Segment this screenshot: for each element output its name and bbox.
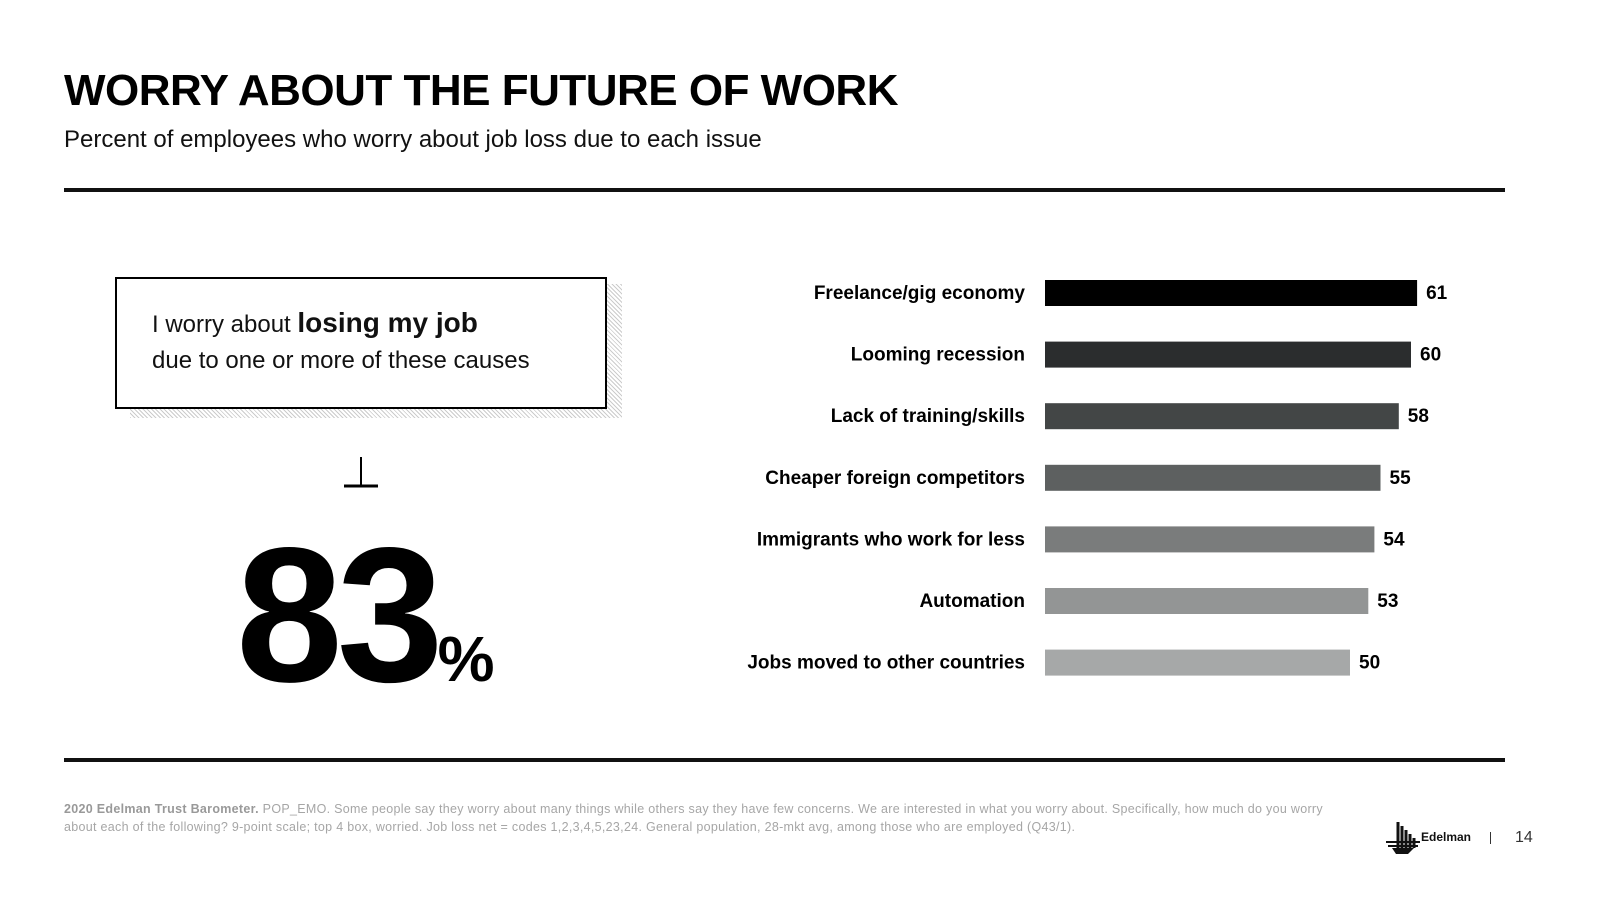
callout-prefix: I worry about [152, 311, 298, 338]
connector-icon [344, 457, 378, 488]
value-label: 54 [1383, 529, 1405, 550]
value-label: 53 [1377, 591, 1398, 612]
value-label: 50 [1359, 653, 1380, 674]
big-stat-unit: % [437, 623, 495, 695]
value-label: 61 [1426, 283, 1448, 304]
page-title: WORRY ABOUT THE FUTURE OF WORK [64, 66, 898, 115]
footer-separator [1490, 832, 1491, 844]
bar [1045, 649, 1350, 676]
callout-text: I worry about losing my job due to one or… [152, 305, 530, 379]
category-label: Jobs moved to other countries [747, 653, 1025, 674]
category-label: Cheaper foreign competitors [765, 468, 1025, 489]
value-label: 55 [1390, 468, 1412, 489]
bar [1045, 588, 1369, 614]
bar [1045, 280, 1418, 306]
big-stat: 83% [236, 515, 494, 759]
bar [1045, 341, 1411, 368]
top-divider [64, 188, 1505, 192]
page-number: 14 [1515, 829, 1533, 846]
big-stat-value: 83 [236, 507, 444, 722]
value-label: 58 [1408, 406, 1429, 427]
footnote: 2020 Edelman Trust Barometer. POP_EMO. S… [64, 800, 1334, 836]
bar [1045, 403, 1399, 430]
bottom-divider [64, 758, 1505, 762]
callout-line2: due to one or more of these causes [152, 347, 530, 374]
value-label: 60 [1420, 345, 1441, 366]
category-label: Lack of training/skills [831, 406, 1025, 427]
logo-text: Edelman [1421, 830, 1472, 844]
callout-box: I worry about losing my job due to one or… [115, 277, 607, 409]
category-label: Looming recession [851, 345, 1025, 366]
category-label: Immigrants who work for less [757, 529, 1025, 550]
page-subtitle: Percent of employees who worry about job… [64, 126, 762, 153]
bar [1045, 464, 1381, 491]
category-label: Freelance/gig economy [814, 283, 1026, 304]
callout-bold: losing my job [297, 307, 478, 338]
footnote-source: 2020 Edelman Trust Barometer. [64, 802, 259, 816]
edelman-logo-icon [1386, 822, 1420, 854]
bar [1045, 526, 1375, 553]
category-label: Automation [919, 591, 1025, 612]
footnote-text: POP_EMO. Some people say they worry abou… [64, 802, 1323, 834]
